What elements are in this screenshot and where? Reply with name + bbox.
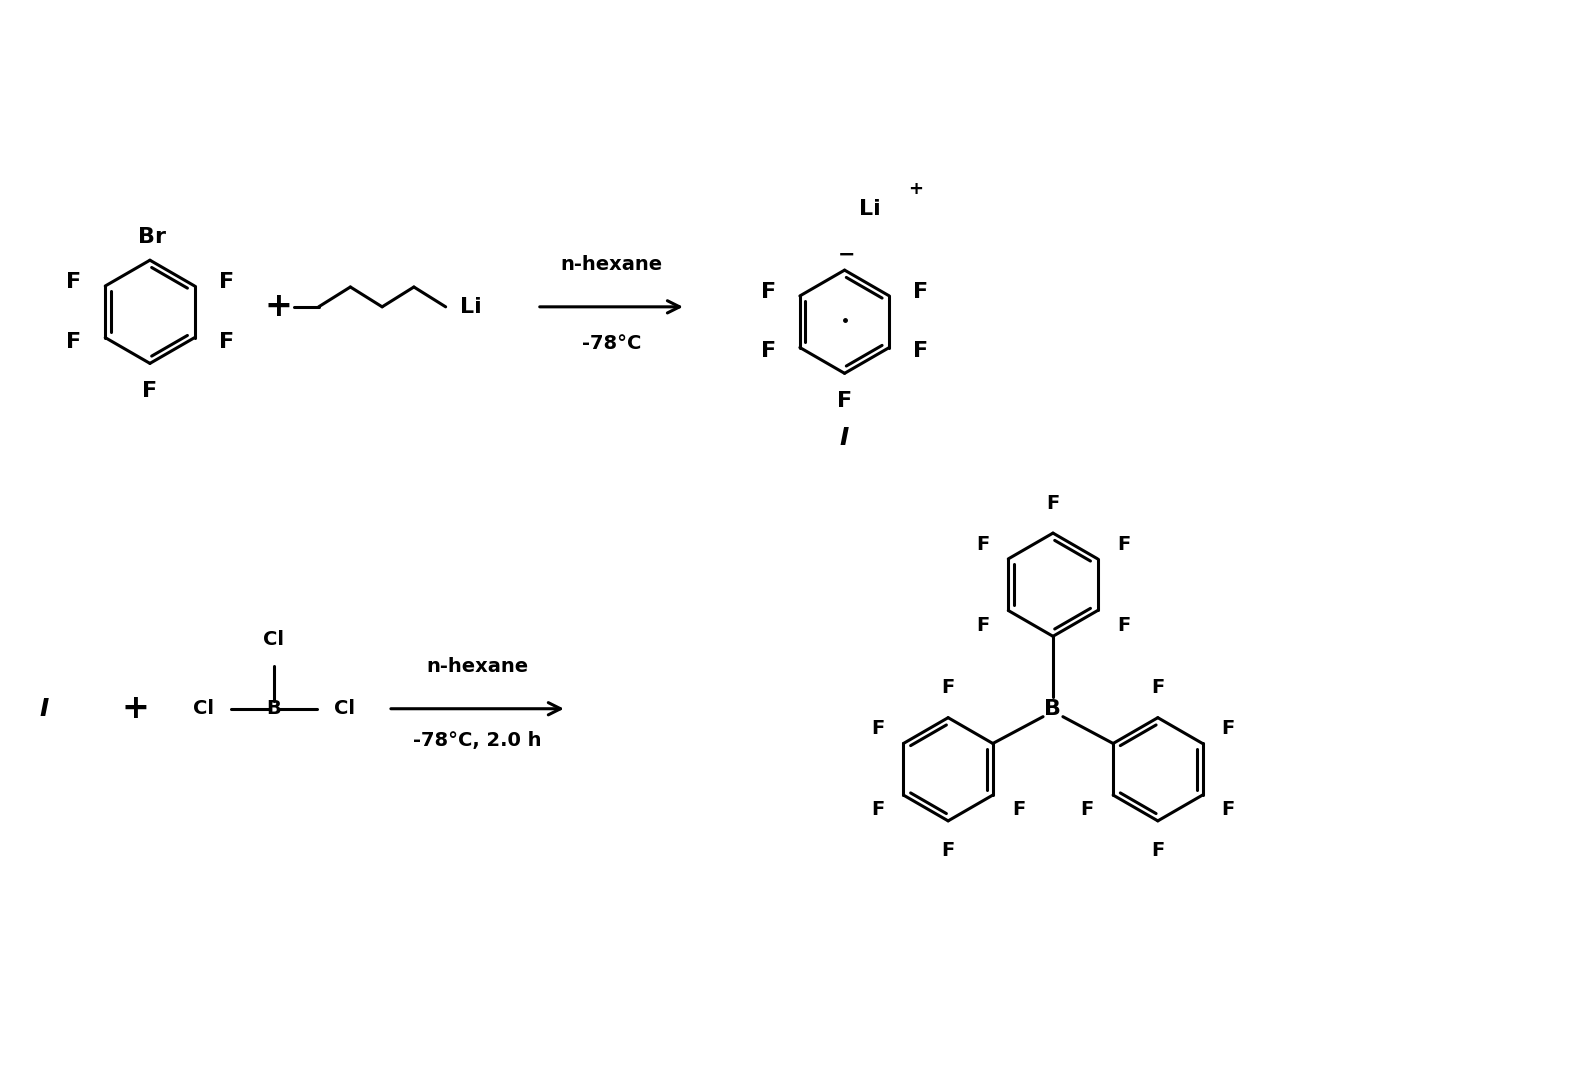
Text: +: + bbox=[908, 180, 924, 197]
Text: Br: Br bbox=[137, 228, 166, 247]
Text: F: F bbox=[976, 616, 989, 634]
Text: I: I bbox=[841, 426, 848, 450]
Text: F: F bbox=[976, 534, 989, 554]
Text: B: B bbox=[1044, 699, 1062, 718]
Text: Li: Li bbox=[858, 198, 880, 219]
Text: I: I bbox=[40, 697, 49, 720]
Text: F: F bbox=[218, 272, 234, 292]
Text: F: F bbox=[66, 272, 81, 292]
Text: Cl: Cl bbox=[193, 700, 215, 718]
Text: F: F bbox=[871, 800, 885, 820]
Text: F: F bbox=[871, 719, 885, 738]
Text: F: F bbox=[1152, 841, 1164, 860]
Text: F: F bbox=[913, 341, 929, 362]
Text: F: F bbox=[1081, 800, 1093, 820]
Text: n-hexane: n-hexane bbox=[561, 255, 662, 274]
Text: F: F bbox=[913, 282, 929, 302]
Text: -78°C, 2.0 h: -78°C, 2.0 h bbox=[412, 730, 542, 750]
Text: +: + bbox=[122, 692, 149, 725]
Text: −: − bbox=[837, 244, 855, 264]
Text: F: F bbox=[760, 341, 776, 362]
Text: n-hexane: n-hexane bbox=[427, 657, 528, 676]
Text: F: F bbox=[218, 331, 234, 352]
Text: F: F bbox=[1046, 494, 1060, 512]
Text: F: F bbox=[142, 382, 158, 401]
Text: F: F bbox=[1221, 800, 1236, 820]
Text: +: + bbox=[265, 290, 292, 324]
Text: F: F bbox=[1221, 719, 1236, 738]
Text: F: F bbox=[760, 282, 776, 302]
Text: F: F bbox=[66, 331, 81, 352]
Text: F: F bbox=[1117, 616, 1130, 634]
Text: F: F bbox=[1152, 678, 1164, 698]
Text: F: F bbox=[942, 678, 954, 698]
Text: F: F bbox=[942, 841, 954, 860]
Text: Cl: Cl bbox=[333, 700, 354, 718]
Text: -78°C: -78°C bbox=[581, 334, 641, 353]
Text: F: F bbox=[837, 391, 852, 411]
Text: Cl: Cl bbox=[264, 630, 284, 650]
Text: B: B bbox=[267, 700, 281, 718]
Text: Li: Li bbox=[460, 296, 482, 317]
Text: F: F bbox=[1011, 800, 1025, 820]
Text: F: F bbox=[1117, 534, 1130, 554]
